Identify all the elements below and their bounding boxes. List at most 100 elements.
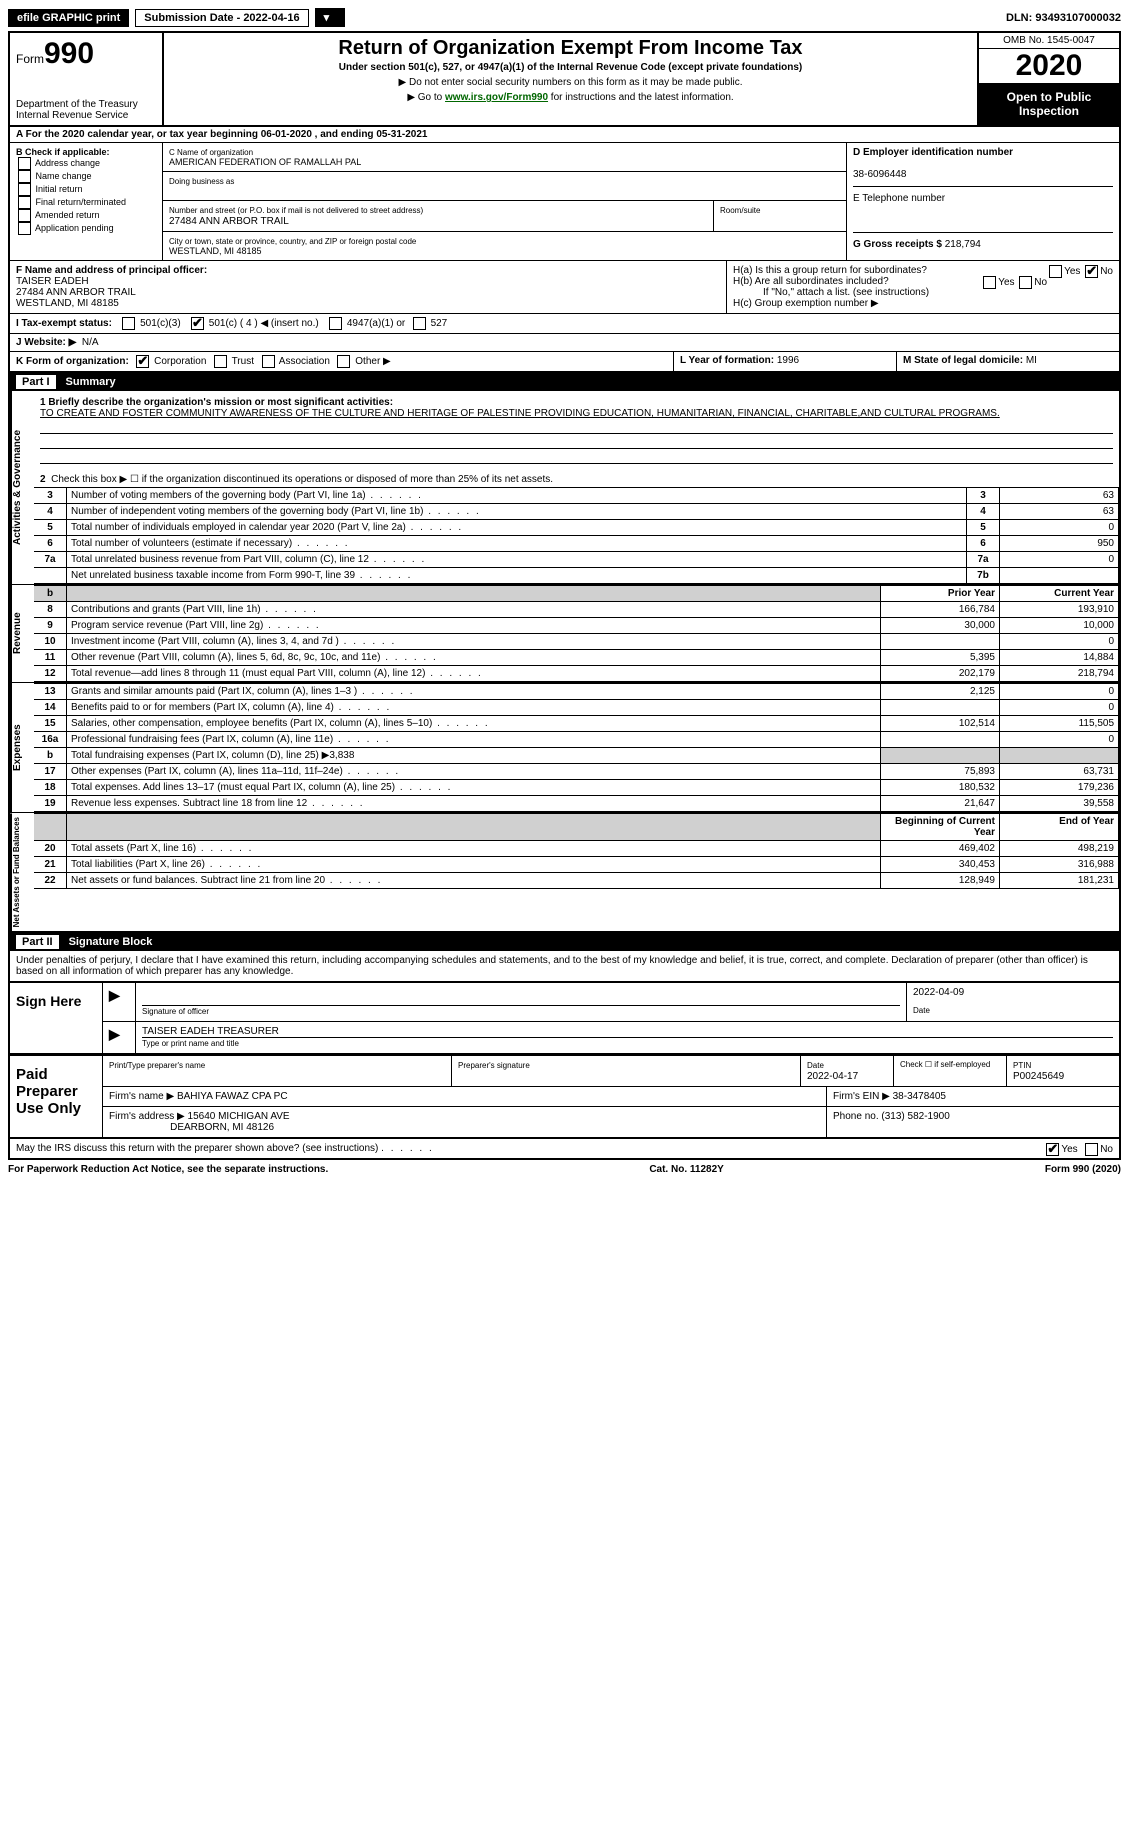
- paid-preparer-label: Paid Preparer Use Only: [10, 1056, 103, 1137]
- cb-assoc[interactable]: [262, 355, 275, 368]
- dots: [381, 1143, 434, 1154]
- checkbox-final-return[interactable]: [18, 196, 31, 209]
- expenses-content: 13 Grants and similar amounts paid (Part…: [34, 683, 1119, 812]
- label-phone: E Telephone number: [853, 193, 945, 204]
- checkbox-initial-return[interactable]: [18, 183, 31, 196]
- hb-no-checkbox[interactable]: [1019, 276, 1032, 289]
- form-note1: ▶ Do not enter social security numbers o…: [170, 77, 971, 88]
- cb-other[interactable]: [337, 355, 350, 368]
- paid-preparer-section: Paid Preparer Use Only Print/Type prepar…: [10, 1054, 1119, 1139]
- opt-corp: Corporation: [154, 356, 206, 367]
- side-governance: Activities & Governance: [10, 391, 34, 584]
- form-number-big: 990: [44, 37, 94, 70]
- top-toolbar: efile GRAPHIC print Submission Date - 20…: [8, 8, 1121, 27]
- label-dba: Doing business as: [169, 177, 234, 186]
- hb-yes-checkbox[interactable]: [983, 276, 996, 289]
- hc-label: H(c) Group exemption number ▶: [733, 298, 1113, 309]
- efile-button[interactable]: efile GRAPHIC print: [8, 9, 129, 27]
- street-cell: Number and street (or P.O. box if mail i…: [163, 201, 714, 231]
- label-amended: Amended return: [35, 210, 100, 220]
- year-formation: 1996: [777, 355, 799, 366]
- box-m: M State of legal domicile: MI: [896, 352, 1119, 371]
- line2-text: Check this box ▶ ☐ if the organization d…: [51, 474, 553, 485]
- sig-name-value: TAISER EADEH TREASURER: [142, 1026, 1113, 1038]
- footer: For Paperwork Reduction Act Notice, see …: [8, 1160, 1121, 1175]
- phone-value: (313) 582-1900: [881, 1111, 949, 1122]
- open-public-badge: Open to Public Inspection: [979, 84, 1119, 125]
- opt-4947: 4947(a)(1) or: [347, 318, 405, 329]
- part2-header: Part II Signature Block: [10, 933, 1119, 951]
- submission-date-button[interactable]: Submission Date - 2022-04-16: [135, 9, 308, 27]
- dropdown-icon[interactable]: ▾: [315, 8, 345, 27]
- paid-preparer-content: Print/Type preparer's name Preparer's si…: [103, 1056, 1119, 1137]
- checkbox-pending[interactable]: [18, 222, 31, 235]
- checkbox-address-change[interactable]: [18, 157, 31, 170]
- part1-title: Summary: [66, 376, 116, 388]
- officer-city: WESTLAND, MI 48185: [16, 298, 119, 309]
- officer-name: TAISER EADEH: [16, 276, 89, 287]
- prep-name-label: Print/Type preparer's name: [109, 1061, 205, 1070]
- ha-yes-checkbox[interactable]: [1049, 265, 1062, 278]
- footer-mid: Cat. No. 11282Y: [649, 1164, 723, 1175]
- ptin-value: P00245649: [1013, 1071, 1064, 1082]
- dept-label: Department of the Treasury Internal Reve…: [16, 99, 156, 121]
- ha-row: H(a) Is this a group return for subordin…: [733, 265, 1113, 276]
- sign-here-label: Sign Here: [10, 983, 103, 1053]
- checkbox-name-change[interactable]: [18, 170, 31, 183]
- cb-trust[interactable]: [214, 355, 227, 368]
- sig-row-2: ▶ TAISER EADEH TREASURER Type or print n…: [103, 1022, 1119, 1053]
- opt-trust: Trust: [232, 356, 254, 367]
- label-formorg: K Form of organization:: [16, 356, 129, 367]
- part1-num: Part I: [16, 375, 56, 389]
- section-j: J Website: ▶ N/A: [10, 334, 1119, 352]
- dba-block: Doing business as: [163, 172, 846, 201]
- netassets-content: Beginning of Current YearEnd of Year20 T…: [34, 813, 1119, 931]
- ptin-label: PTIN: [1013, 1061, 1031, 1070]
- note2-post: for instructions and the latest informat…: [548, 92, 734, 103]
- row-a-taxyear: A For the 2020 calendar year, or tax yea…: [10, 127, 1119, 143]
- box-de: D Employer identification number 38-6096…: [847, 143, 1119, 260]
- firm-name: BAHIYA FAWAZ CPA PC: [177, 1091, 288, 1102]
- cb-527[interactable]: [413, 317, 426, 330]
- cb-501c[interactable]: [191, 317, 204, 330]
- irs-link[interactable]: www.irs.gov/Form990: [445, 92, 548, 103]
- form-note2: ▶ Go to www.irs.gov/Form990 for instruct…: [170, 92, 971, 103]
- prep-row-3: Firm's address ▶ 15640 MICHIGAN AVE DEAR…: [103, 1107, 1119, 1137]
- prep-date-label: Date: [807, 1061, 824, 1070]
- ha-no-checkbox[interactable]: [1085, 265, 1098, 278]
- header-right: OMB No. 1545-0047 2020 Open to Public In…: [979, 33, 1119, 125]
- side-expenses: Expenses: [10, 683, 34, 812]
- ein-value: 38-6096448: [853, 169, 906, 180]
- cb-501c3[interactable]: [122, 317, 135, 330]
- box-c: C Name of organization AMERICAN FEDERATI…: [163, 143, 847, 260]
- box-d: D Employer identification number 38-6096…: [853, 147, 1113, 187]
- note2-pre: ▶ Go to: [407, 92, 445, 103]
- firm-addr-label: Firm's address ▶: [109, 1111, 185, 1122]
- prep-row-1: Print/Type preparer's name Preparer's si…: [103, 1056, 1119, 1087]
- tax-year: 2020: [979, 49, 1119, 84]
- netassets-table: Beginning of Current YearEnd of Year20 T…: [34, 813, 1119, 889]
- discuss-yes-checkbox[interactable]: [1046, 1143, 1059, 1156]
- part2-title: Signature Block: [69, 936, 153, 948]
- ha-yes: Yes: [1064, 266, 1080, 277]
- cb-corp[interactable]: [136, 355, 149, 368]
- sign-here-content: ▶ Signature of officer 2022-04-09 Date ▶…: [103, 983, 1119, 1053]
- firm-ein: 38-3478405: [893, 1091, 946, 1102]
- sig-officer-cell: Signature of officer: [136, 983, 907, 1021]
- label-initial-return: Initial return: [36, 184, 83, 194]
- prep-sig-label: Preparer's signature: [458, 1061, 530, 1070]
- arrow-icon: ▶: [103, 983, 136, 1021]
- checkbox-amended[interactable]: [18, 209, 31, 222]
- box-e: E Telephone number: [853, 193, 1113, 233]
- footer-left: For Paperwork Reduction Act Notice, see …: [8, 1164, 328, 1175]
- hb-no: No: [1034, 277, 1047, 288]
- label-street: Number and street (or P.O. box if mail i…: [169, 206, 423, 215]
- box-g: G Gross receipts $ 218,794: [853, 239, 1113, 250]
- mission-block: 1 Briefly describe the organization's mi…: [34, 391, 1119, 472]
- discuss-no-checkbox[interactable]: [1085, 1143, 1098, 1156]
- box-b: B Check if applicable: Address change Na…: [10, 143, 163, 260]
- form-prefix: Form: [16, 52, 44, 66]
- hb-label: H(b) Are all subordinates included?: [733, 276, 889, 287]
- street-value: 27484 ANN ARBOR TRAIL: [169, 216, 289, 227]
- cb-4947[interactable]: [329, 317, 342, 330]
